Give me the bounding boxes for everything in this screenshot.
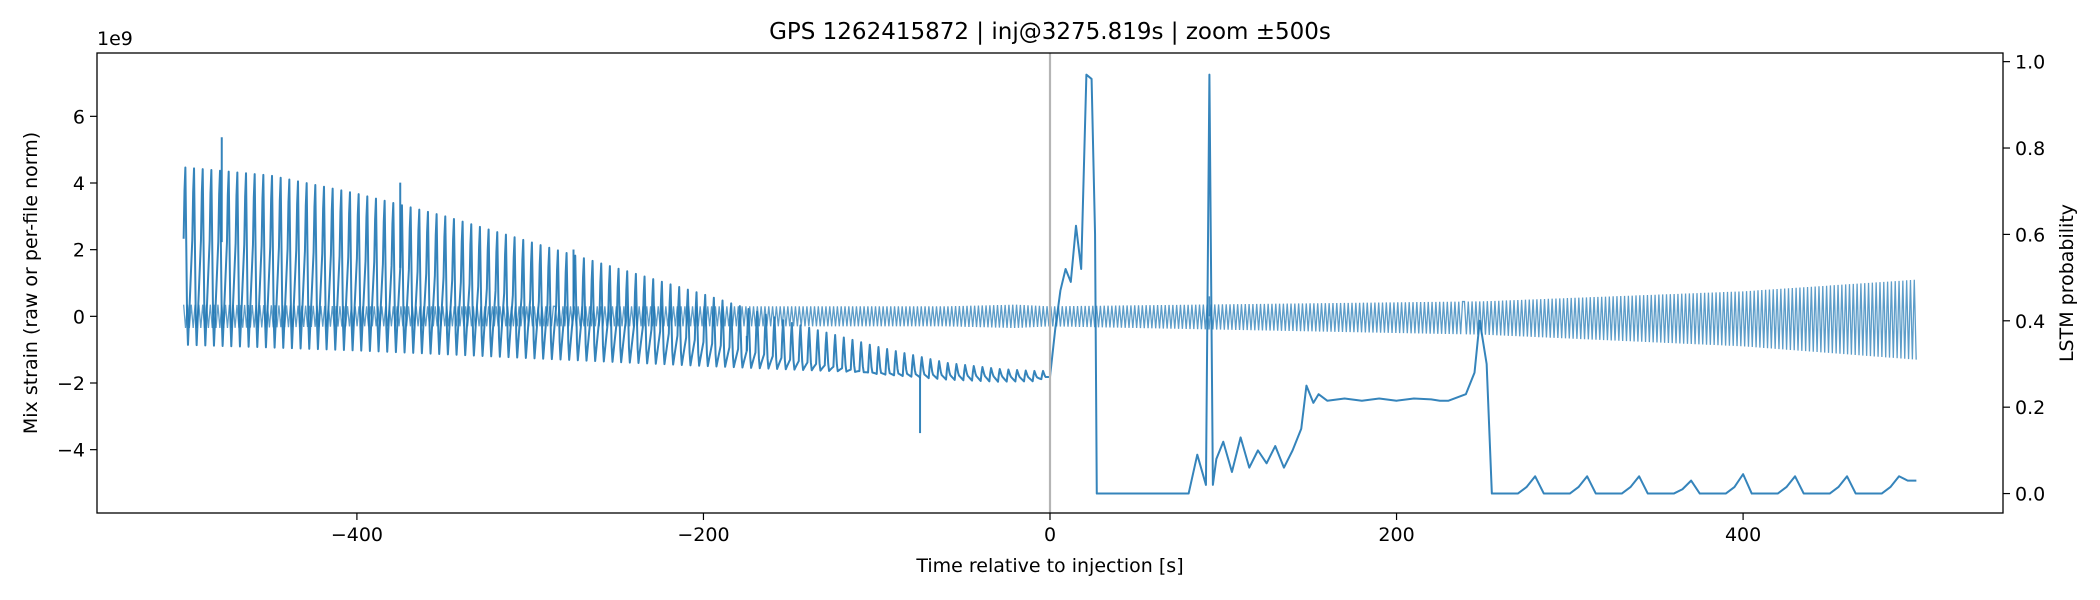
y-left-tick-label-5: 6 (73, 106, 85, 128)
y-axis-left-label: Mix strain (raw or per-file norm) (20, 132, 42, 434)
y-left-tick-label-4: 4 (73, 173, 85, 195)
y-right-tick-label-1: 0.2 (2015, 397, 2045, 419)
offset-label: 1e9 (97, 28, 133, 50)
y-left-tick-label-1: −2 (57, 373, 85, 395)
y-right-tick-label-5: 1.0 (2015, 52, 2045, 74)
lstm-probability-series (182, 73, 1917, 495)
x-tick-label-3: 200 (1378, 524, 1414, 546)
x-axis-label: Time relative to injection [s] (915, 555, 1183, 577)
chart-title: GPS 1262415872 | inj@3275.819s | zoom ±5… (769, 19, 1331, 45)
x-tick-label-0: −400 (331, 524, 383, 546)
y-right-tick-label-4: 0.8 (2015, 138, 2045, 160)
y-right-tick-label-3: 0.6 (2015, 224, 2045, 246)
y-right-tick-label-2: 0.4 (2015, 311, 2045, 333)
x-tick-label-4: 400 (1725, 524, 1761, 546)
lstm-probability-line (182, 73, 1917, 495)
x-tick-label-2: 0 (1044, 524, 1056, 546)
y-left-tick-label-3: 2 (73, 240, 85, 262)
y-left-tick-label-2: 0 (73, 306, 85, 328)
x-tick-label-1: −200 (677, 524, 729, 546)
y-axis-right: 0.0 0.2 0.4 0.6 0.8 1.0 (2003, 52, 2045, 506)
y-axis-right-label: LSTM probability (2056, 204, 2078, 362)
x-axis: −400 −200 0 200 400 (331, 513, 1761, 546)
y-left-tick-label-0: −4 (57, 440, 85, 462)
plot-area (182, 53, 1917, 513)
y-axis-left: −4 −2 0 2 4 6 (57, 106, 97, 462)
y-right-tick-label-0: 0.0 (2015, 484, 2045, 506)
